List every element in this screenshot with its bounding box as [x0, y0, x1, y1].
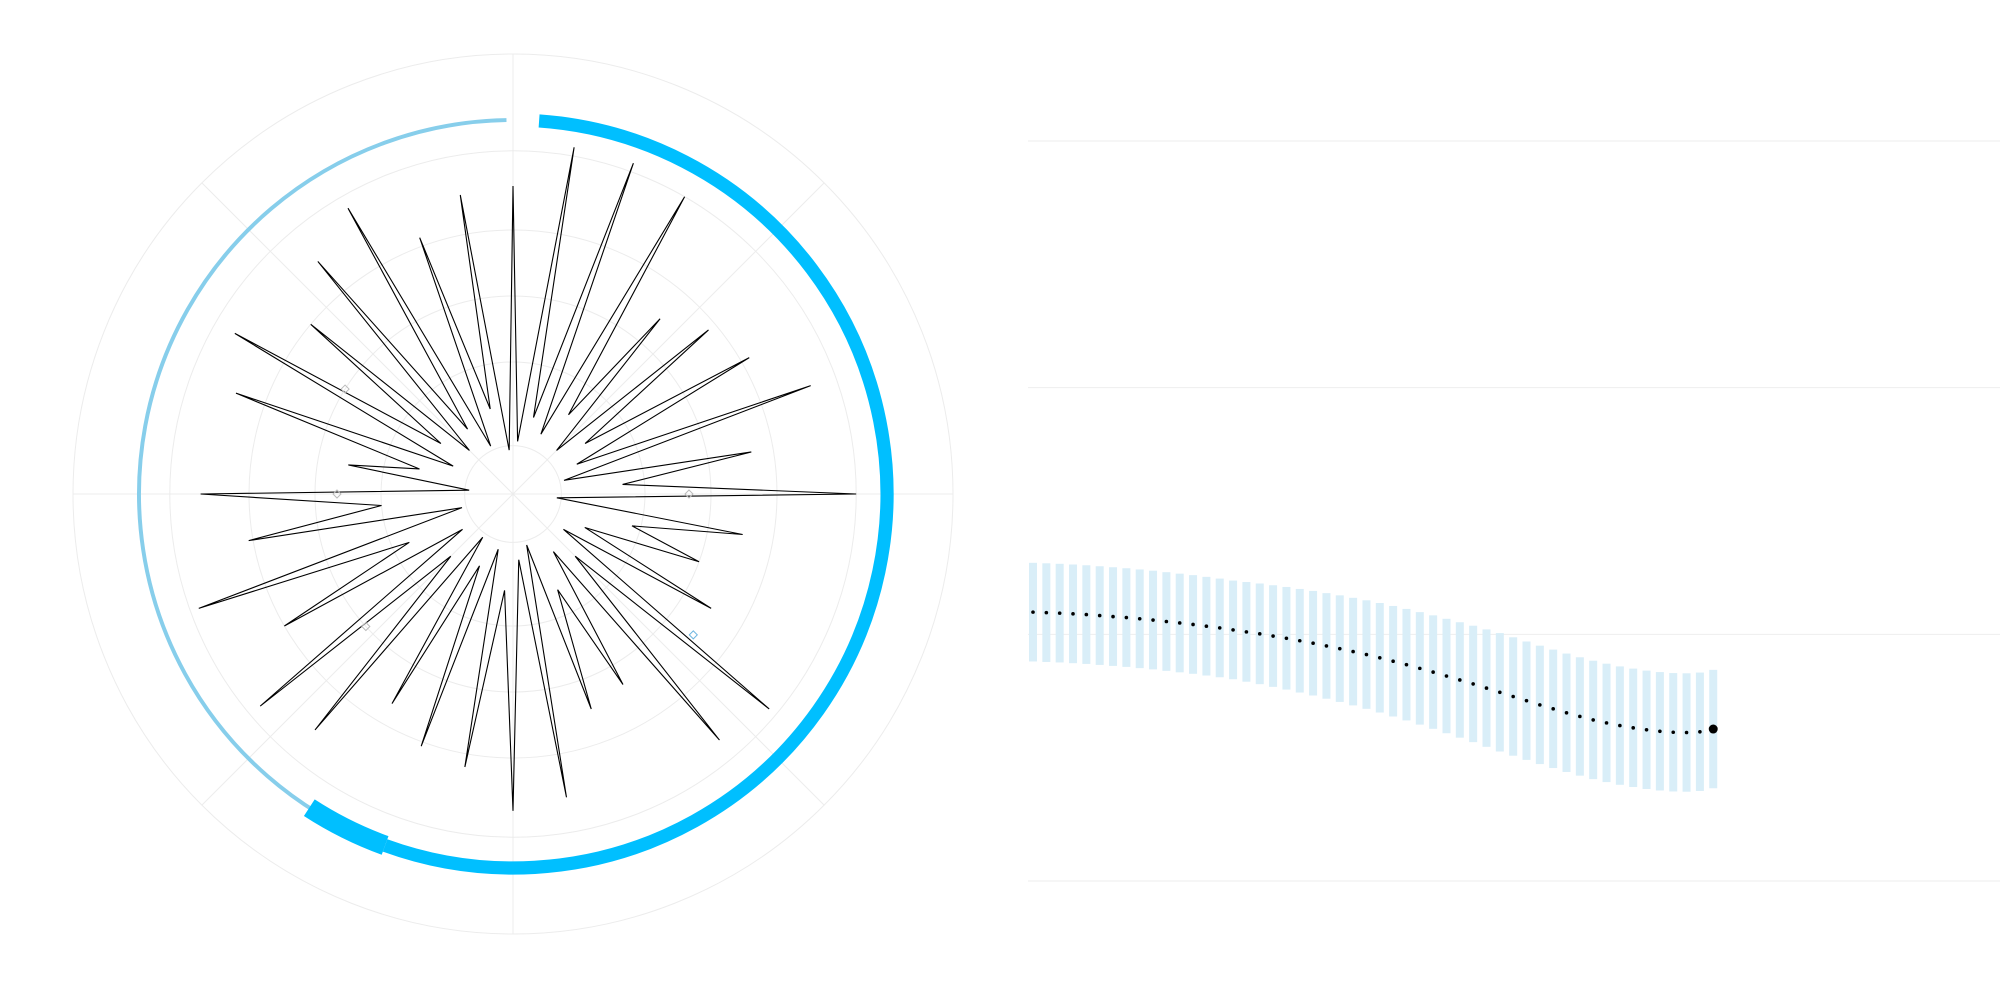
point — [1324, 644, 1329, 648]
point — [1658, 729, 1662, 734]
point — [1151, 618, 1155, 622]
point — [1391, 659, 1395, 664]
point — [1204, 624, 1209, 628]
marker — [332, 489, 342, 499]
point — [1471, 682, 1475, 686]
point — [1524, 698, 1529, 703]
point — [1578, 714, 1582, 719]
point — [1284, 636, 1289, 641]
angular-grid-line — [201, 493, 514, 806]
point — [1708, 724, 1718, 734]
point — [1031, 610, 1035, 614]
point — [1217, 626, 1222, 630]
point — [1271, 634, 1275, 638]
point — [1511, 694, 1515, 699]
point — [1564, 710, 1569, 715]
point — [1097, 613, 1102, 618]
point — [1257, 632, 1262, 636]
point — [1498, 690, 1502, 695]
point — [1231, 628, 1235, 632]
ring-segment — [137, 118, 507, 843]
point — [1644, 727, 1649, 732]
angular-grid-line — [201, 182, 514, 495]
marker — [340, 384, 350, 394]
point — [1364, 652, 1369, 657]
point — [1244, 630, 1249, 634]
point — [1137, 616, 1142, 621]
point — [1177, 621, 1182, 625]
marker — [684, 489, 694, 499]
polar-shape — [198, 147, 857, 811]
point — [1538, 703, 1542, 707]
point — [1618, 723, 1622, 728]
point — [1671, 730, 1676, 735]
point — [1458, 678, 1462, 682]
point — [1631, 726, 1636, 730]
point — [1377, 655, 1382, 660]
point — [1431, 670, 1435, 674]
point — [1111, 614, 1115, 619]
point — [1071, 612, 1075, 616]
marker — [688, 630, 699, 640]
point — [1591, 718, 1595, 722]
point — [1164, 619, 1169, 624]
point — [1484, 686, 1489, 690]
point — [1191, 622, 1195, 627]
point — [1311, 641, 1315, 646]
point — [1604, 721, 1609, 725]
angular-grid-line — [512, 182, 825, 495]
point — [1337, 646, 1342, 651]
point — [1057, 611, 1062, 615]
point — [1698, 729, 1702, 734]
point — [1044, 610, 1049, 615]
point — [1351, 649, 1355, 654]
point — [1084, 612, 1089, 617]
point — [1418, 666, 1422, 671]
point — [1297, 638, 1302, 643]
point — [1551, 707, 1555, 711]
angular-grid-line — [512, 493, 825, 806]
point — [1124, 615, 1129, 620]
point — [1444, 674, 1449, 678]
point — [1684, 730, 1689, 735]
marker — [361, 621, 371, 632]
ring-segment — [303, 799, 389, 855]
ring-segment — [382, 114, 894, 875]
point — [1404, 662, 1409, 667]
